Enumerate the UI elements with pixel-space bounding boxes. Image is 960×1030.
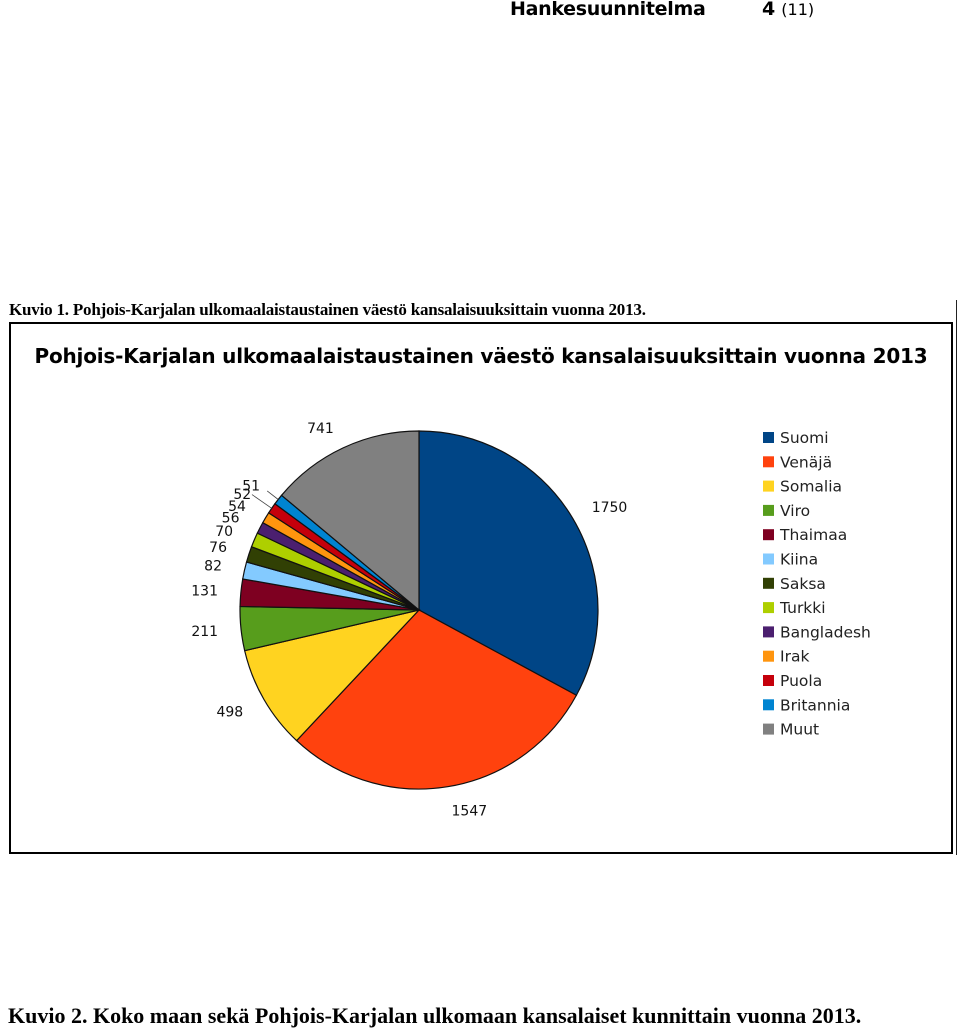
pie-data-label: 51 [242,478,260,494]
legend-label-viro: Viro [780,502,810,520]
legend-swatch-irak [763,650,774,662]
pie-data-label: 1547 [452,803,488,819]
legend-label-muut: Muut [780,721,819,739]
pie-data-label: 76 [209,540,227,556]
legend-swatch-kiina [763,553,774,565]
legend-label-turkki: Turkki [779,599,826,617]
pie-data-label: 70 [215,524,233,540]
pie-data-label: 52 [233,487,251,503]
legend-label-venäjä: Venäjä [780,453,832,471]
pie-slices [239,430,599,790]
legend-swatch-puola [763,675,774,686]
legend-label-irak: Irak [780,648,809,666]
page-number-total: (11) [781,0,815,19]
figure-2-caption: Kuvio 2. Koko maan sekä Pohjois-Karjalan… [8,1003,862,1028]
legend-swatch-saksa [763,577,774,589]
pie-data-label: 211 [191,624,218,640]
pie-slice-muut [280,430,420,612]
pie-leader-line [266,490,279,500]
pie-data-label: 131 [191,583,218,599]
legend-label-thaimaa: Thaimaa [779,526,847,544]
chart-frame: Pohjois-Karjalan ulkomaalaistaustainen v… [9,322,953,854]
legend-label-britannia: Britannia [780,696,850,714]
legend-swatch-bangladesh [763,626,774,638]
pie-leader-line [251,494,272,509]
legend-label-saksa: Saksa [780,575,826,593]
legend-swatch-britannia [763,699,774,711]
legend-label-suomi: Suomi [780,429,829,447]
legend-swatch-thaimaa [763,529,774,541]
legend-label-kiina: Kiina [780,551,818,569]
chart-legend: Suomi Venäjä Somalia Viro Thaimaa Kiina Saksa T… [763,429,871,739]
page-number: 4 (11) [762,0,814,20]
legend-label-somalia: Somalia [780,478,842,496]
legend-label-puola: Puola [780,672,822,690]
pie-data-label: 56 [222,510,240,526]
pie-data-label: 498 [216,705,243,721]
pie-data-label: 1750 [592,500,628,516]
legend-swatch-muut [763,723,774,735]
legend-swatch-venäjä [763,456,774,468]
pie-data-label: 741 [307,421,334,437]
header-title: Hankesuunnitelma [510,0,706,20]
page-number-current: 4 [762,0,776,20]
pie-data-label: 54 [228,499,246,515]
legend-swatch-turkki [763,602,774,614]
page-rule [956,300,957,855]
legend-label-bangladesh: Bangladesh [780,623,871,641]
pie-slice-suomi [418,430,599,697]
pie-slice-venäjä [295,609,578,790]
pie-slice-somalia [243,608,421,742]
legend-swatch-viro [763,504,774,516]
pie-data-label: 82 [204,558,222,574]
figure-1-caption: Kuvio 1. Pohjois-Karjalan ulkomaalaistau… [9,300,646,319]
legend-swatch-somalia [763,480,774,492]
chart-title: Pohjois-Karjalan ulkomaalaistaustainen v… [34,344,928,368]
legend-swatch-suomi [763,432,774,443]
